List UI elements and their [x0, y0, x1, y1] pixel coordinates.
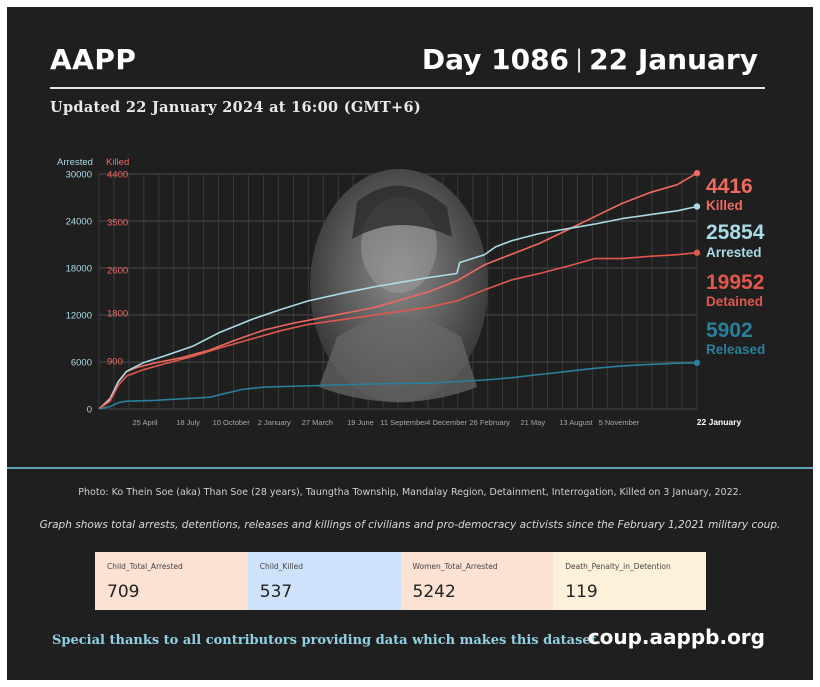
arrested-tick-label: 6000 — [71, 358, 92, 369]
website-link[interactable]: coup.aappb.org — [587, 625, 765, 649]
stat-label: Child_Total_Arrested — [107, 562, 183, 571]
killed-axis-title: Killed — [106, 157, 129, 168]
arrested-axis: Arrested 0 6000 12000 18000 24000 30000 — [57, 157, 93, 416]
updated-timestamp: Updated 22 January 2024 at 16:00 (GMT+6) — [50, 99, 421, 116]
x-tick-label: 26 February — [470, 418, 511, 427]
series-value-released: 5902 — [706, 319, 753, 342]
stat-value: 537 — [259, 582, 293, 602]
x-tick-label: 21 May — [521, 418, 546, 427]
graph-note: Graph shows total arrests, detentions, r… — [39, 519, 781, 531]
series-lines — [98, 169, 701, 410]
series-name-killed: Killed — [706, 198, 743, 213]
x-tick-label: 18 July — [176, 418, 200, 427]
series-endpoint-arrested — [693, 203, 701, 210]
stat-label: Child_Killed — [259, 562, 303, 571]
series-name-released: Released — [706, 342, 765, 357]
x-tick-label: 19 June — [347, 418, 374, 427]
series-line-detained — [98, 251, 698, 410]
day-number: Day 1086 — [421, 43, 570, 76]
stat-card: Women_Total_Arrested 5242 — [400, 552, 554, 610]
infographic-panel: AAPP Day 1086 | 22 January Updated 22 Janu… — [7, 7, 813, 680]
day-separator: | — [575, 45, 584, 73]
killed-tick-label: 900 — [107, 356, 123, 367]
series-value-arrested: 25854 — [706, 221, 765, 244]
x-tick-label: 10 October — [213, 418, 251, 427]
arrested-tick-label: 12000 — [66, 311, 92, 322]
stat-card: Child_Total_Arrested 709 — [95, 552, 248, 610]
series-endpoint-detained — [693, 249, 701, 256]
x-tick-label: 5 November — [599, 418, 640, 427]
series-line-arrested — [98, 205, 698, 410]
x-tick-label: 4 December — [426, 418, 467, 427]
series-line-killed — [98, 172, 698, 410]
brand-title: AAPP — [50, 43, 137, 76]
stat-card: Death_Penalty_in_Detention 119 — [553, 552, 706, 610]
killed-tick-label: 2600 — [107, 266, 128, 277]
series-value-detained: 19952 — [706, 271, 764, 294]
stat-card: Child_Killed 537 — [247, 552, 401, 610]
section-divider — [7, 467, 813, 469]
cumulative-line-chart: Arrested 0 6000 12000 18000 24000 30000 Killed… — [57, 157, 765, 427]
stat-value: 709 — [107, 582, 140, 602]
killed-tick-label: 1800 — [107, 308, 128, 319]
stats-row: Child_Total_Arrested 709 Child_Killed 537 … — [95, 552, 706, 610]
stat-label: Women_Total_Arrested — [412, 562, 498, 571]
arrested-tick-label: 18000 — [66, 264, 92, 275]
killed-axis: Killed 900 1800 2600 3500 4400 — [106, 157, 129, 367]
header-divider — [50, 87, 765, 89]
arrested-tick-label: 24000 — [66, 217, 92, 228]
stat-label: Death_Penalty_in_Detention — [565, 562, 671, 571]
x-tick-label: 27 March — [302, 418, 333, 427]
series-endpoint-killed — [693, 169, 701, 177]
x-tick-label: 11 September — [380, 418, 427, 427]
x-tick-label: 13 August — [559, 418, 593, 427]
series-line-released — [98, 362, 698, 410]
series-name-arrested: Arrested — [706, 245, 762, 260]
x-tick-label: 22 January — [697, 417, 742, 427]
series-endpoint-released — [693, 359, 701, 366]
arrested-tick-label: 30000 — [66, 170, 92, 181]
photo-credit: Photo: Ko Thein Soe (aka) Than Soe (28 y… — [78, 487, 742, 498]
stat-value: 119 — [565, 582, 598, 602]
killed-tick-label: 4400 — [107, 170, 128, 181]
day-counter: Day 1086 | 22 January — [422, 43, 758, 76]
stat-value: 5242 — [412, 582, 456, 602]
date-axis: 25 April 18 July 10 October 2 January 27 Mar… — [132, 417, 741, 427]
x-tick-label: 25 April — [132, 418, 157, 427]
x-tick-label: 2 January — [258, 418, 291, 427]
victim-portrait — [310, 169, 488, 403]
arrested-tick-label: 0 — [87, 405, 92, 416]
series-name-detained: Detained — [706, 294, 763, 309]
killed-tick-label: 3500 — [107, 218, 128, 229]
day-date: 22 January — [589, 43, 758, 76]
arrested-axis-title: Arrested — [57, 157, 93, 168]
thanks-note: Special thanks to all contributors provi… — [52, 633, 602, 648]
series-value-killed: 4416 — [706, 175, 753, 198]
